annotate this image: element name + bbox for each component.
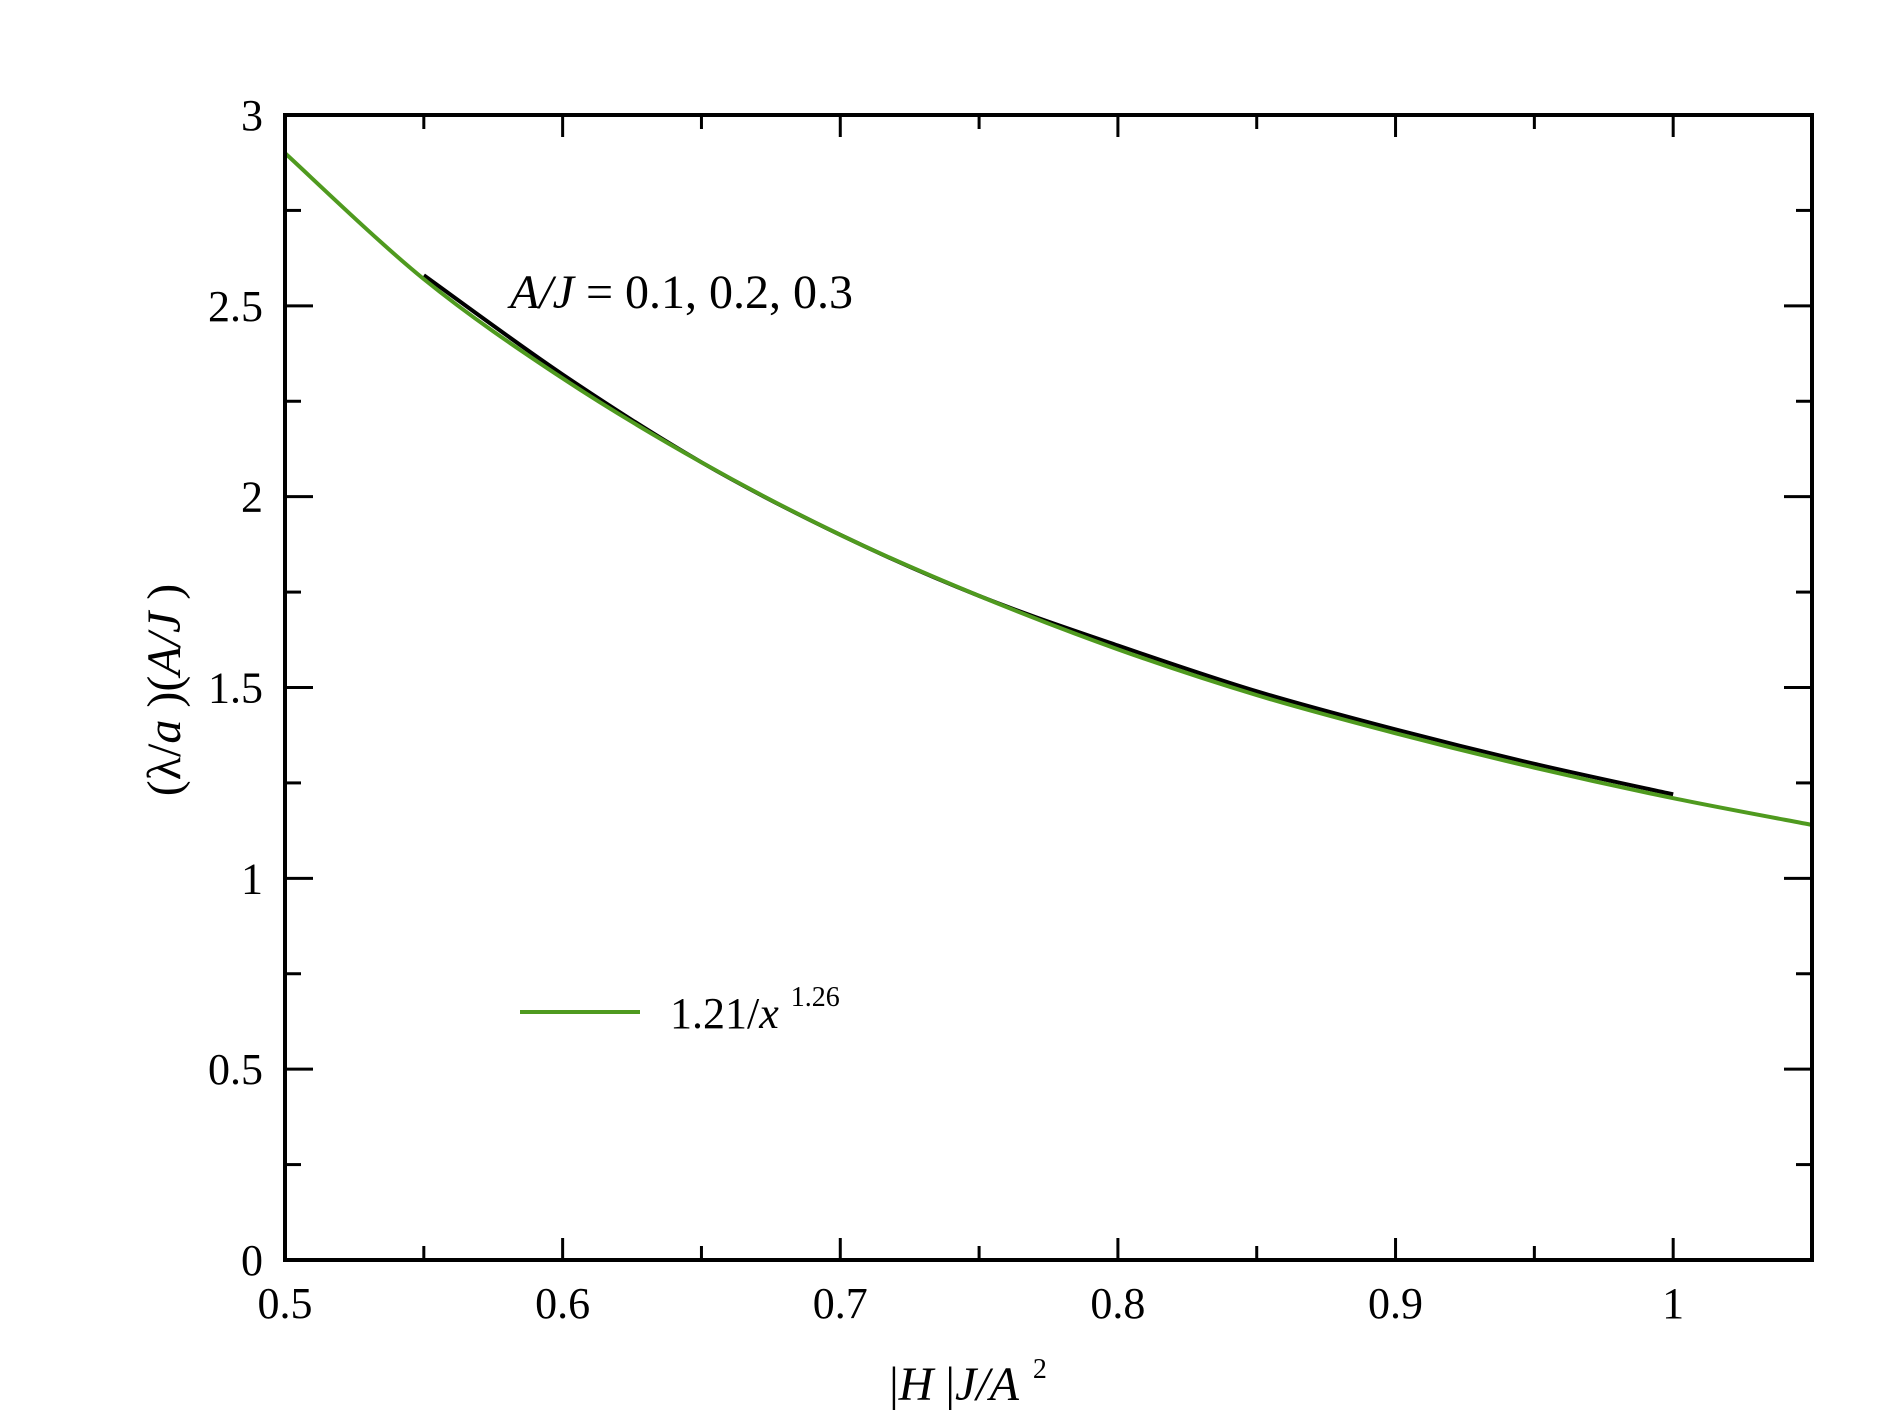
y-tick-label: 2.5 — [208, 282, 263, 331]
legend-label-exp: 1.26 — [791, 982, 840, 1013]
y-tick-label: 0.5 — [208, 1045, 263, 1094]
x-tick-label: 0.8 — [1090, 1279, 1145, 1328]
y-tick-label: 1.5 — [208, 664, 263, 713]
y-tick-label: 3 — [241, 91, 263, 140]
y-axis-label: (λ/a )(A/J ) — [138, 584, 191, 797]
y-label-aj: A/J — [138, 609, 191, 679]
x-tick-label: 0.5 — [258, 1279, 313, 1328]
annotation-values: = 0.1, 0.2, 0.3 — [574, 266, 853, 319]
annotation-var: A/J — [507, 266, 577, 319]
x-axis-label: |H |J/A 2 — [889, 1354, 1047, 1411]
plot-frame — [283, 113, 1814, 1262]
series-line-fit — [283, 151, 1813, 827]
y-label-p1: (λ/ — [138, 743, 191, 796]
legend-label-var: x — [758, 989, 779, 1038]
y-tick-label: 1 — [241, 854, 263, 903]
x-tick-label: 1 — [1662, 1279, 1684, 1328]
series-lines — [283, 151, 1813, 827]
x-label-bar1: | — [889, 1358, 899, 1411]
y-label-p3: )( — [138, 676, 191, 720]
x-label-h: H — [898, 1358, 936, 1411]
legend-label: 1.21/x 1.26 — [670, 982, 840, 1038]
annotation: A/J = 0.1, 0.2, 0.3 — [507, 266, 853, 319]
series-line-data — [422, 273, 1674, 797]
x-tick-label: 0.6 — [535, 1279, 590, 1328]
x-label-exp: 2 — [1033, 1354, 1047, 1385]
x-label-bar2: | — [933, 1358, 955, 1411]
y-tick-label: 0 — [241, 1236, 263, 1285]
y-label-p5: ) — [138, 584, 191, 612]
legend-label-coef: 1.21/ — [670, 989, 760, 1038]
y-label-a: a — [138, 720, 191, 744]
y-tick-label: 2 — [241, 473, 263, 522]
tick-labels: 0.5 0.6 0.7 0.8 0.9 100.511.522.53 — [208, 91, 1684, 1328]
x-tick-label: 0.9 — [1368, 1279, 1423, 1328]
x-label-ja: J/A — [955, 1358, 1020, 1411]
x-tick-label: 0.7 — [813, 1279, 868, 1328]
